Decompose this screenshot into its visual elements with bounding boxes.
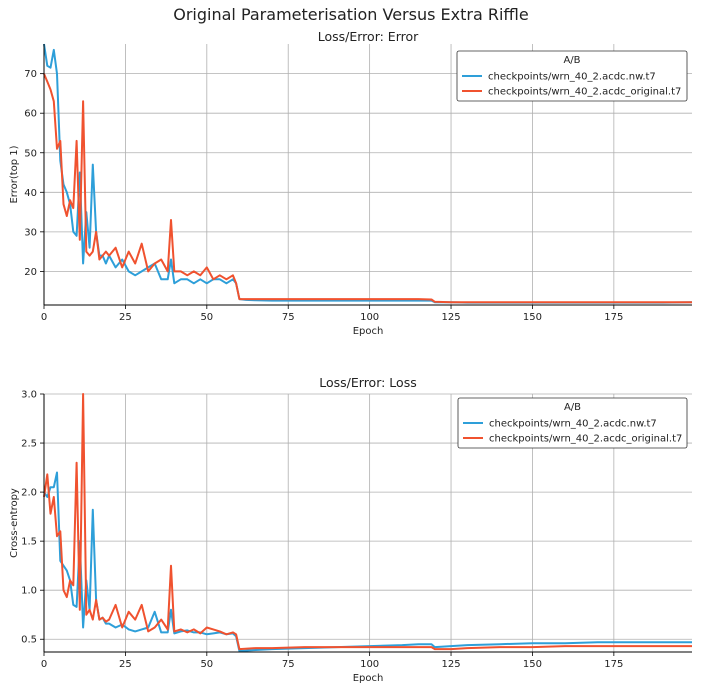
chart-title: Loss/Error: Loss (319, 375, 416, 390)
x-axis-label: Epoch (353, 326, 384, 337)
x-tick-label: 75 (282, 659, 295, 670)
x-tick-label: 100 (360, 312, 379, 323)
x-tick-label: 100 (360, 659, 379, 670)
x-tick-label: 150 (523, 659, 542, 670)
y-tick-label: 3.0 (21, 390, 37, 401)
y-tick-label: 60 (24, 109, 37, 120)
y-tick-label: 2.5 (21, 439, 37, 450)
x-tick-label: 175 (604, 312, 623, 323)
x-tick-label: 25 (119, 659, 132, 670)
legend-label: checkpoints/wrn_40_2.acdc_original.t7 (488, 87, 681, 98)
x-axis-label: Epoch (353, 673, 384, 684)
y-tick-label: 2.0 (21, 488, 37, 499)
x-tick-label: 125 (441, 312, 460, 323)
legend: A/B checkpoints/wrn_40_2.acdc.nw.t7checkp… (456, 50, 688, 102)
series-line-original (43, 393, 692, 651)
x-tick-label: 50 (200, 659, 213, 670)
y-tick-label: 50 (24, 148, 37, 159)
x-tick-label: 0 (41, 312, 47, 323)
x-tick-label: 25 (119, 312, 132, 323)
x-tick-label: 75 (282, 312, 295, 323)
x-tick-label: 0 (41, 659, 47, 670)
legend-label: checkpoints/wrn_40_2.acdc.nw.t7 (488, 72, 656, 83)
series-line-original (43, 73, 692, 304)
y-tick-label: 0.5 (21, 635, 37, 646)
y-axis-label: Error(top 1) (9, 145, 20, 203)
series-line-nw (43, 471, 692, 652)
y-tick-label: 40 (24, 188, 37, 199)
y-tick-label: 20 (24, 267, 37, 278)
legend-title: A/B (564, 402, 581, 413)
legend-box (456, 50, 688, 102)
figure-title: Original Parameterisation Versus Extra R… (173, 5, 528, 24)
chart-title: Loss/Error: Error (318, 29, 419, 44)
y-tick-label: 1.5 (21, 537, 37, 548)
legend-label: checkpoints/wrn_40_2.acdc_original.t7 (489, 434, 682, 445)
y-axis-label: Cross-entropy (9, 488, 20, 558)
y-tick-label: 1.0 (21, 586, 37, 597)
y-tick-label: 30 (24, 227, 37, 238)
legend-box (457, 397, 688, 449)
x-tick-label: 175 (604, 659, 623, 670)
x-tick-label: 125 (441, 659, 460, 670)
x-tick-label: 150 (523, 312, 542, 323)
x-tick-label: 50 (200, 312, 213, 323)
legend: A/B checkpoints/wrn_40_2.acdc.nw.t7checkp… (457, 397, 688, 449)
series-line-nw (43, 43, 693, 304)
legend-label: checkpoints/wrn_40_2.acdc.nw.t7 (489, 419, 657, 430)
error-chart: Loss/Error: Error 0 25 50 75 100 125 150 175 20 30… (9, 29, 693, 337)
loss-chart: Loss/Error: Loss 0 25 50 75 100 125 150 175 0.5 1.… (9, 375, 692, 684)
y-tick-label: 70 (24, 69, 37, 80)
legend-title: A/B (563, 55, 580, 66)
